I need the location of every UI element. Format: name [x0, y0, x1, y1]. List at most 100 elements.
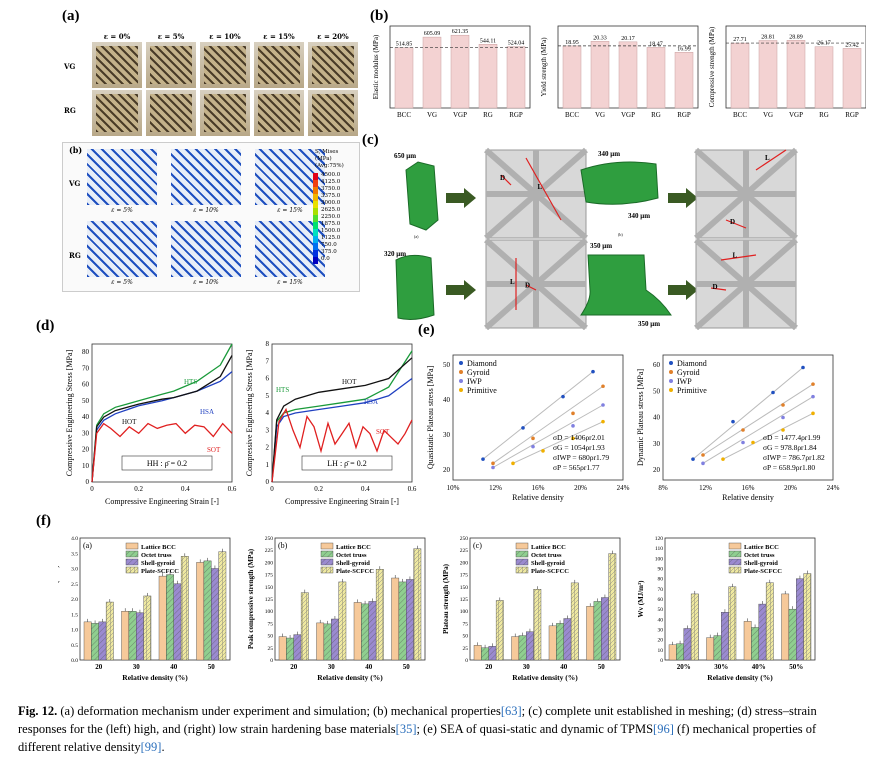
- legend-value: 2250.0: [321, 214, 341, 220]
- series-label: HSA: [364, 398, 378, 406]
- bar-value-label: 18.47: [649, 41, 663, 47]
- panel-a-simulation: (b) VG ε = 5% ε = 10% ε = 15% RG ε = 5% ε = 10…: [62, 142, 360, 292]
- x-tick-label: 24%: [827, 484, 840, 492]
- category-label: 20: [290, 663, 298, 671]
- dimension-line: [525, 157, 562, 221]
- bar: [721, 612, 729, 661]
- y-tick-label: 20: [658, 638, 664, 644]
- data-point: [571, 411, 575, 416]
- y-axis-label: Elastic modulus (MPa): [372, 34, 380, 99]
- bar: [180, 556, 189, 661]
- bar-value-label: 27.71: [733, 37, 747, 43]
- bar-chart-1: Yield strength (MPa) 18.95 BCC 20.33 VG 20.17…: [540, 25, 699, 119]
- legend-swatch: [313, 215, 318, 222]
- y-tick-label: 80: [82, 348, 90, 356]
- data-point: [561, 394, 565, 399]
- legend-value: 3375.0: [321, 193, 341, 199]
- y-tick-label: 4: [266, 409, 270, 417]
- dimension-letter: L: [733, 252, 738, 260]
- caption-fig-label: Fig. 12.: [18, 704, 58, 718]
- category-label: 30: [133, 663, 141, 671]
- legend-title: (MPa): [315, 156, 332, 162]
- legend-value: 4500.0: [321, 172, 341, 178]
- y-axis-label: Wv (MJ/m³): [637, 580, 645, 618]
- data-point: [601, 403, 605, 407]
- category-label: 40: [560, 663, 568, 671]
- data-point: [781, 415, 785, 420]
- category-label: 30: [523, 663, 531, 671]
- y-tick-label: 30: [443, 431, 451, 439]
- caption-ref-96[interactable]: [96]: [653, 722, 674, 736]
- legend-marker: [459, 379, 463, 383]
- legend-swatch: [313, 243, 318, 250]
- bar-value-label: 20.33: [593, 35, 607, 41]
- property-chart-1: Peak compressive strength (MPa) Relative …: [247, 536, 426, 682]
- strut-pattern: [694, 147, 798, 241]
- category-label: RGP: [509, 111, 523, 119]
- data-point: [811, 394, 815, 399]
- y-tick-label: 3: [266, 426, 270, 434]
- dimension-line: [500, 174, 512, 186]
- bar: [91, 623, 99, 661]
- x-axis-label: Compressive Engineering Strain [-]: [285, 497, 399, 506]
- caption-ref-63[interactable]: [63]: [500, 704, 522, 718]
- y-tick-label: 125: [460, 597, 469, 603]
- x-tick-label: 16%: [532, 484, 545, 492]
- y-tick-label: 4.0: [71, 536, 78, 542]
- fit-line: [492, 385, 604, 464]
- plateau-chart-0: Quasistatic Plateau stress [MPa] Relative…: [426, 354, 630, 502]
- bar: [361, 603, 369, 661]
- legend-entry: Gyroid: [677, 368, 700, 377]
- legend-swatch: [313, 229, 318, 236]
- category-label: 50: [598, 663, 606, 671]
- bar-value-label: 605.09: [424, 31, 441, 37]
- bar: [683, 628, 692, 661]
- x-tick-label: 16%: [742, 484, 755, 492]
- x-axis-label: Relative density: [722, 493, 774, 502]
- bar: [842, 48, 862, 109]
- y-tick-label: 20: [82, 446, 90, 454]
- arrow-icon: [446, 188, 476, 208]
- legend-swatch: [313, 257, 318, 264]
- x-tick-label: 12%: [699, 484, 712, 492]
- panel-label-b: (b): [370, 8, 389, 24]
- y-tick-label: 60: [653, 361, 661, 369]
- caption-ref-99[interactable]: [99]: [140, 740, 162, 754]
- bar: [563, 618, 572, 661]
- category-label: VG: [427, 111, 437, 119]
- legend-marker: [669, 370, 673, 374]
- chart-frame: [79, 537, 231, 661]
- data-point: [511, 461, 515, 466]
- bar: [481, 647, 489, 661]
- legend-value: 2625.0: [321, 207, 341, 213]
- category-label: 20: [95, 663, 103, 671]
- property-chart-3: Wv (MJ/m³) Relative density (%) 0 10 20 30 40 5…: [637, 536, 816, 682]
- bar: [562, 45, 582, 109]
- y-tick-label: 0: [465, 658, 468, 664]
- category-label: VG: [595, 111, 605, 119]
- y-tick-label: 0: [660, 658, 663, 664]
- bar: [533, 589, 542, 661]
- density-box: [121, 455, 213, 471]
- fit-equation: σIWP = 786.7ρr1.82: [763, 453, 825, 462]
- strain-label: ε = 5%: [157, 32, 185, 41]
- legend-marker: [669, 379, 673, 383]
- fit-equation: σP = 658.9ρr1.80: [763, 463, 815, 472]
- category-label: 50: [208, 663, 216, 671]
- category-label: VGP: [621, 111, 635, 119]
- panel-f-charts: Elastic modulus (GPa) Relative density (%…: [58, 536, 816, 682]
- caption-ref-35[interactable]: [35]: [395, 722, 417, 736]
- y-tick-label: 20: [653, 466, 661, 474]
- bar: [556, 623, 564, 661]
- legend-entry: Octet truss: [141, 552, 172, 559]
- dim-label: 320 μm: [384, 250, 406, 258]
- legend-swatch: [515, 542, 529, 550]
- bar-value-label: 28.89: [789, 34, 803, 40]
- x-tick-label: 0.2: [134, 485, 143, 493]
- series-label: SOT: [207, 446, 221, 454]
- panel-b-charts: Elastic modulus (MPa) 514.85 BCC 605.09 VG 62…: [372, 25, 866, 119]
- bar: [398, 581, 407, 661]
- y-axis-label: Compressive Engineering Stress [MPa]: [65, 349, 74, 476]
- y-axis-label: Peak compressive strength (MPa): [247, 548, 255, 649]
- y-tick-label: 90: [658, 567, 664, 573]
